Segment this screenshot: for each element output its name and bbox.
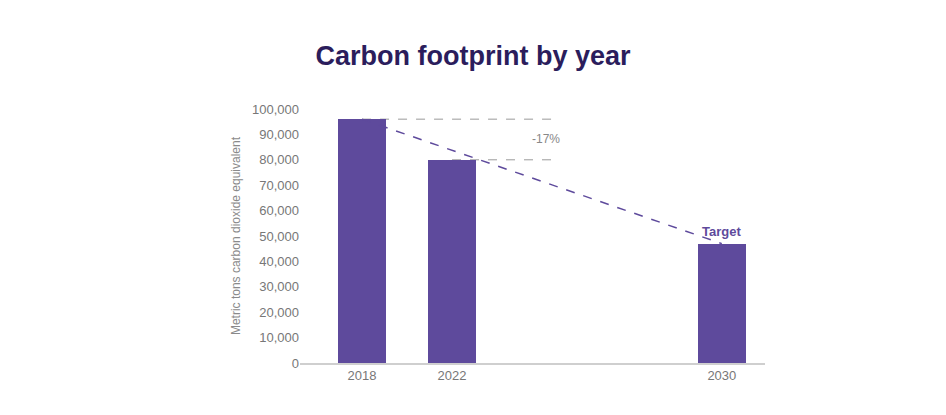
svg-text:2022: 2022 bbox=[438, 368, 467, 383]
svg-text:70,000: 70,000 bbox=[259, 178, 299, 193]
svg-text:-17%: -17% bbox=[532, 132, 560, 146]
svg-text:100,000: 100,000 bbox=[252, 102, 299, 117]
svg-text:2018: 2018 bbox=[348, 368, 377, 383]
svg-text:2030: 2030 bbox=[707, 368, 736, 383]
svg-text:Metric tons carbon dioxide equ: Metric tons carbon dioxide equivalent bbox=[229, 136, 243, 335]
svg-text:60,000: 60,000 bbox=[259, 203, 299, 218]
svg-text:80,000: 80,000 bbox=[259, 152, 299, 167]
svg-text:90,000: 90,000 bbox=[259, 127, 299, 142]
svg-text:Target: Target bbox=[702, 224, 741, 239]
svg-text:Carbon footprint by year: Carbon footprint by year bbox=[315, 41, 631, 71]
svg-text:40,000: 40,000 bbox=[259, 254, 299, 269]
svg-text:0: 0 bbox=[292, 356, 299, 371]
svg-text:20,000: 20,000 bbox=[259, 305, 299, 320]
svg-text:30,000: 30,000 bbox=[259, 279, 299, 294]
svg-text:50,000: 50,000 bbox=[259, 229, 299, 244]
svg-text:10,000: 10,000 bbox=[259, 330, 299, 345]
